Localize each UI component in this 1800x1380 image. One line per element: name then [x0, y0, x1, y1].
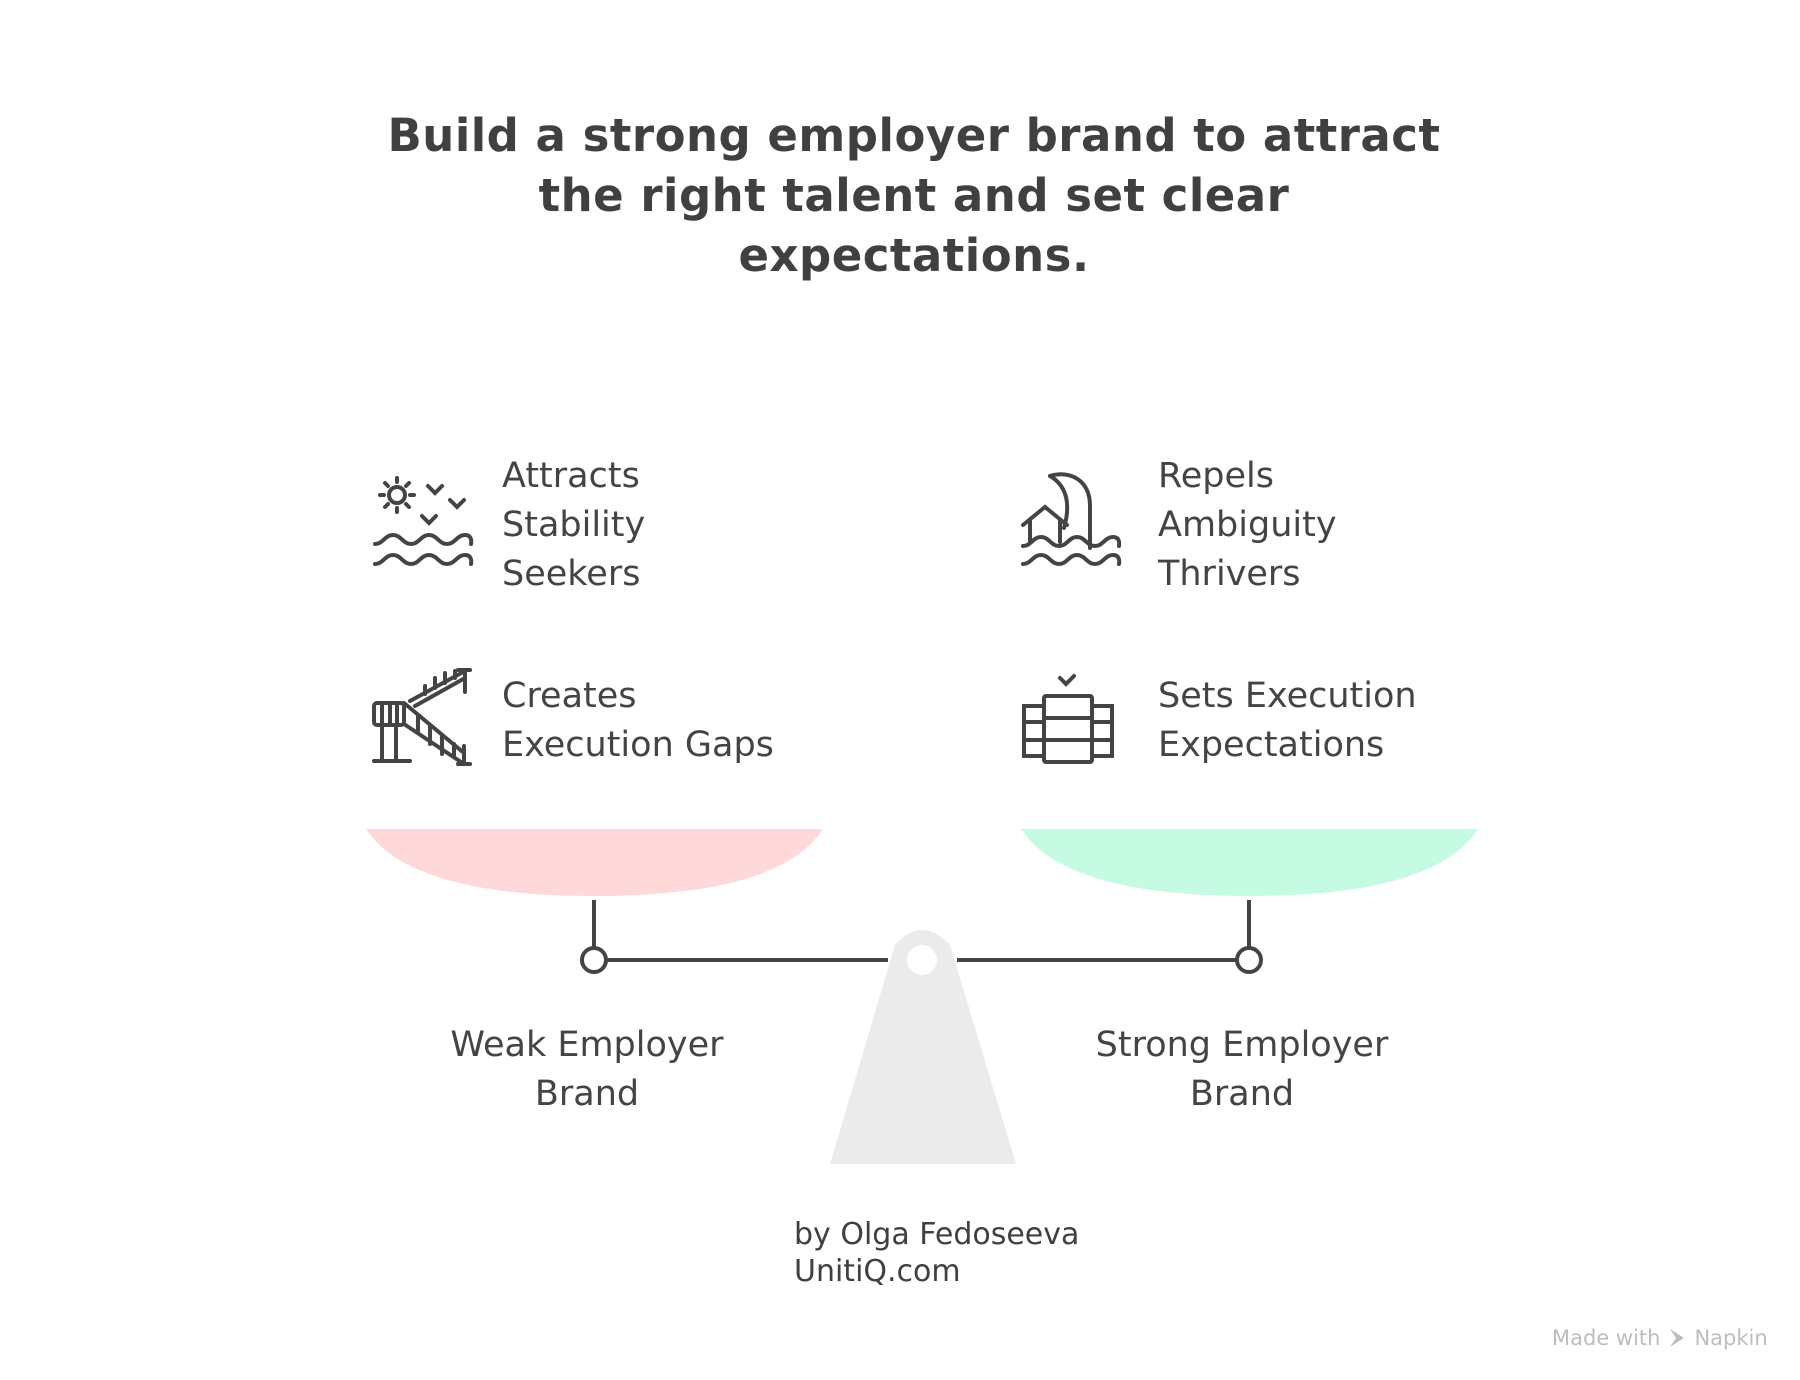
left-pan: [366, 829, 823, 896]
broken-staircase-icon: [372, 668, 472, 766]
author-credit: by Olga Fedoseeva UnitiQ.com: [794, 1217, 1080, 1289]
checklist-stack-icon: [1022, 674, 1114, 764]
sun-waves-birds-icon: [373, 476, 474, 567]
page-title: Build a strong employer brand to attract…: [387, 109, 1441, 282]
napkin-logo-icon: [1670, 1329, 1685, 1347]
fulcrum: [830, 930, 1016, 1164]
item-attracts-stability-seekers: Attracts Stability Seekers: [502, 456, 646, 594]
label-weak-employer-brand: Weak Employer Brand: [450, 1025, 724, 1114]
label-strong-employer-brand: Strong Employer Brand: [1095, 1025, 1389, 1114]
item-sets-execution-expectations: Sets Execution Expectations: [1158, 676, 1417, 765]
left-joint: [580, 946, 608, 974]
napkin-watermark: Made with Napkin: [1552, 1326, 1768, 1350]
right-pan: [1021, 829, 1478, 896]
house-wave-flood-icon: [1021, 472, 1122, 567]
item-repels-ambiguity-thrivers: Repels Ambiguity Thrivers: [1158, 456, 1337, 594]
item-creates-execution-gaps: Creates Execution Gaps: [502, 676, 774, 765]
right-joint: [1235, 946, 1263, 974]
fulcrum-pivot: [907, 945, 937, 975]
